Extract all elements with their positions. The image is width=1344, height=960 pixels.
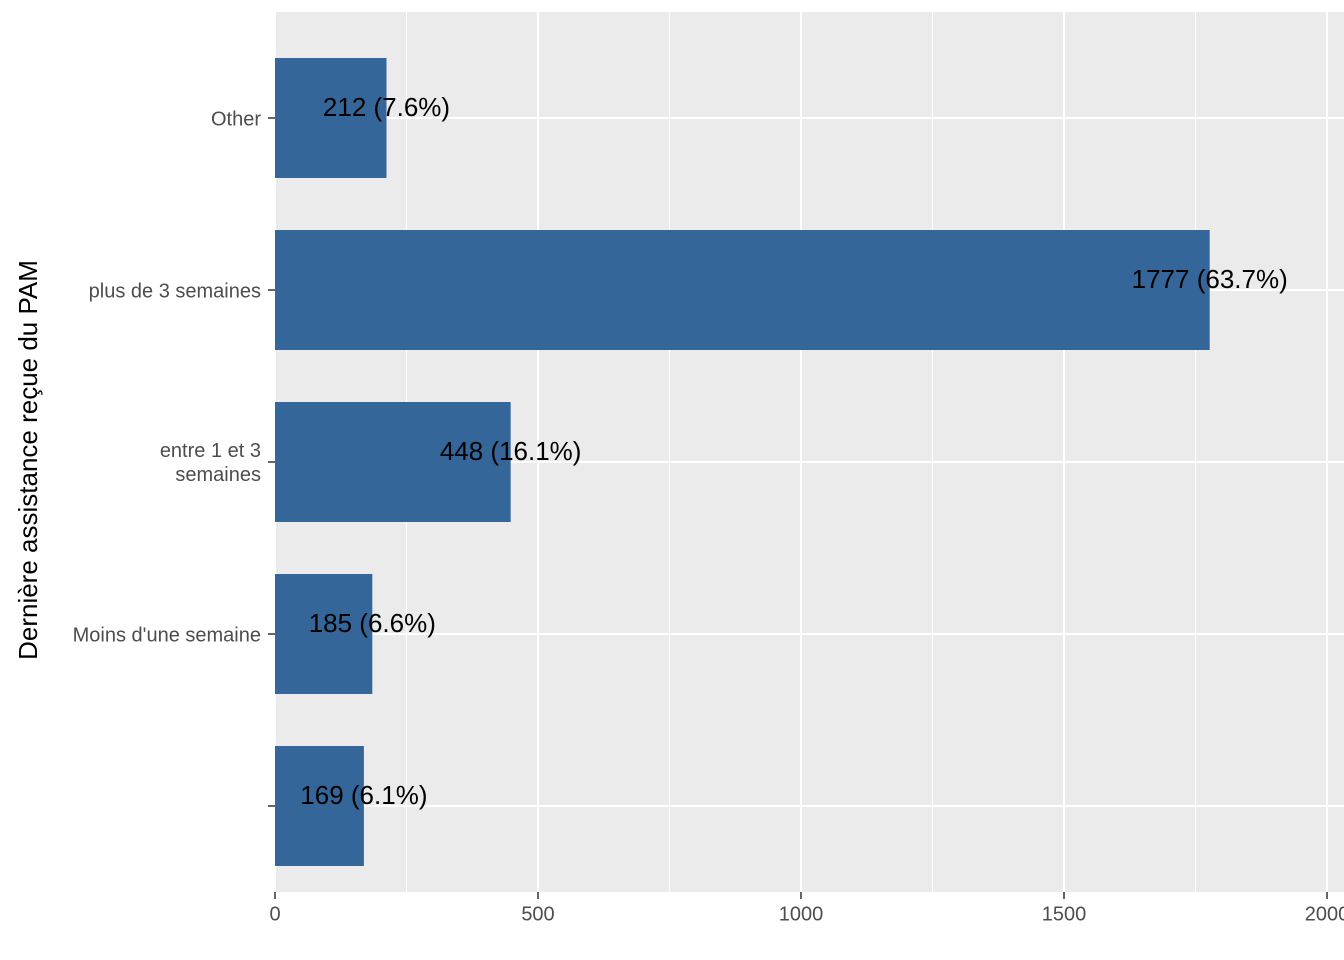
value-label: 1777 (63.7%) [1132,264,1288,294]
y-tick-label: entre 1 et 3 semaines [160,440,261,486]
y-tick-label: plus de 3 semaines [89,280,261,302]
x-tick-label: 1500 [1042,903,1087,925]
value-label: 448 (16.1%) [440,436,582,466]
value-label: 185 (6.6%) [309,608,436,638]
bar [275,746,364,866]
value-label: 169 (6.1%) [300,780,427,810]
y-axis-title: Dernière assistance reçue du PAM [13,260,43,660]
plot-layer: 0 500 1000 1500 2000 212 (7.6%) Other 1777 (63.… [73,12,1344,925]
bar [275,230,1210,350]
x-tick-label: 0 [269,903,280,925]
x-tick-label: 1000 [779,903,824,925]
y-tick-label: Moins d'une semaine [73,624,261,646]
bar [275,402,511,522]
y-tick-label: Other [211,108,261,130]
bar [275,574,373,694]
x-tick-label: 2000 [1305,903,1344,925]
bar [275,58,387,178]
x-tick-label: 500 [521,903,554,925]
value-label: 212 (7.6%) [323,92,450,122]
